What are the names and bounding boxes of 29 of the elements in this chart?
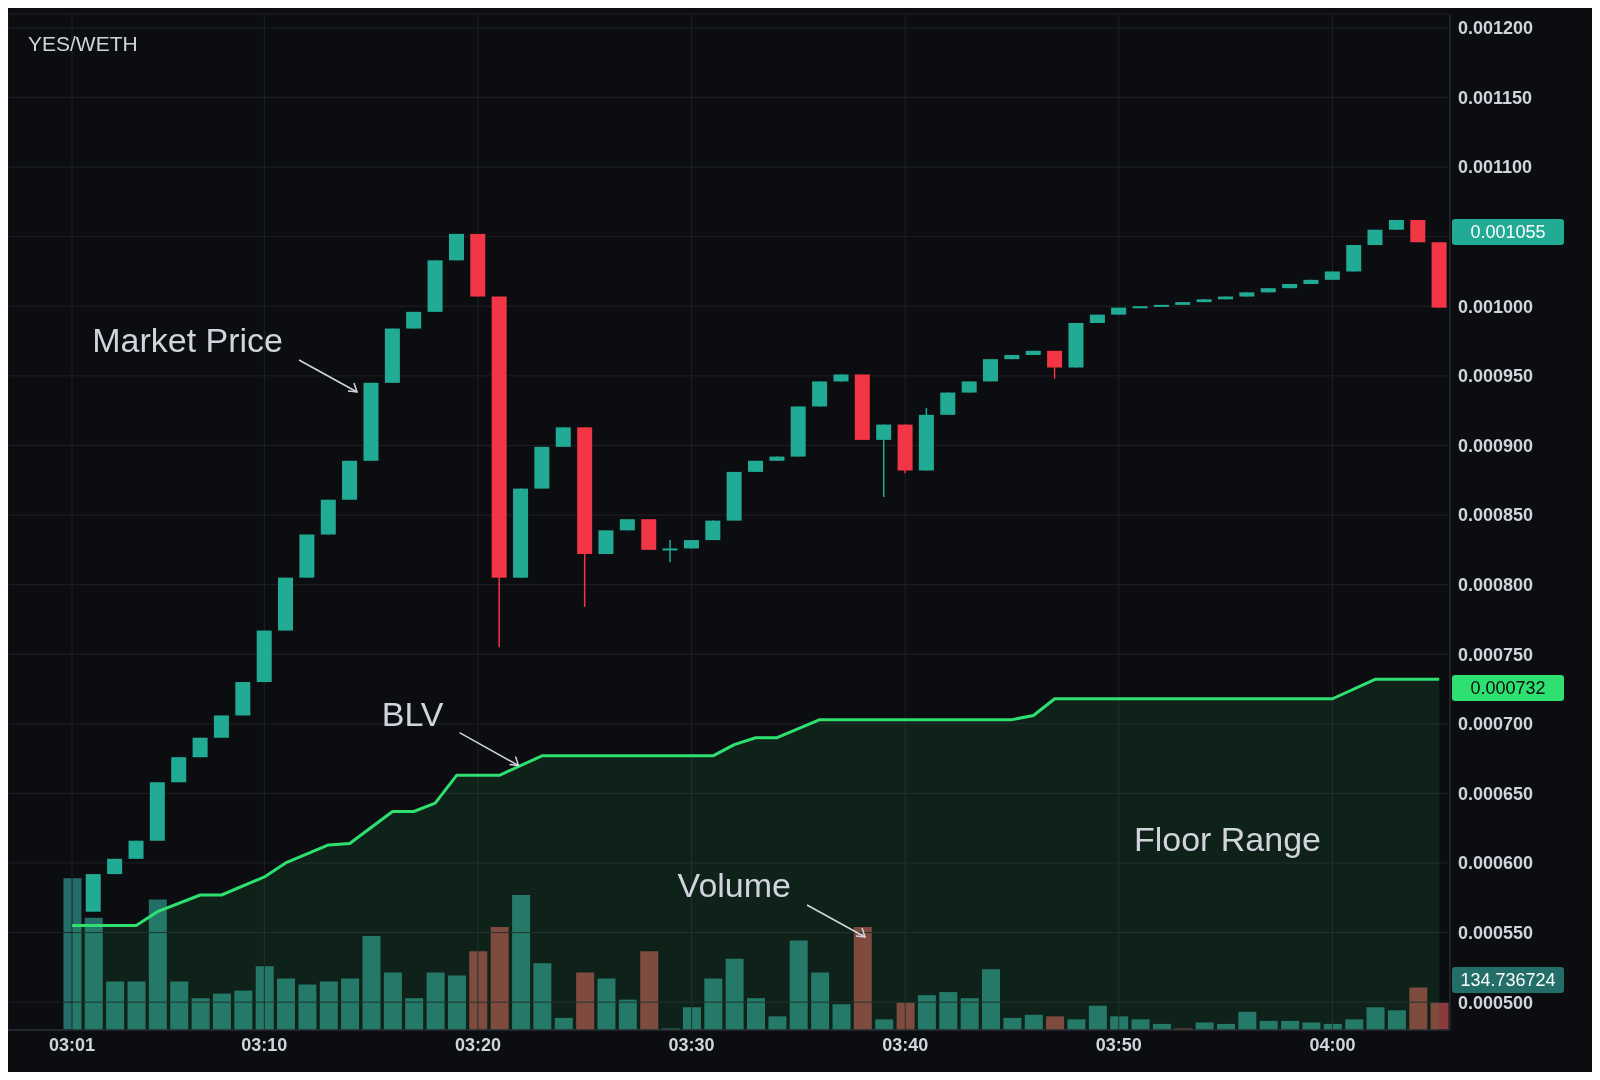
y-tick-label: 0.000700 [1458,714,1534,735]
annotation: Market Price [92,321,283,360]
x-tick-label: 03:30 [668,1034,715,1055]
y-tick-label: 0.000850 [1458,505,1534,526]
y-tick-label: 0.001100 [1458,157,1533,178]
x-tick-label: 03:50 [1095,1034,1142,1055]
text: 134.736724 [1452,967,1564,993]
y-tick-label: 0.000550 [1458,922,1534,943]
y-tick-label: 0.001200 [1458,18,1534,39]
y-tick-label: 0.000600 [1458,853,1534,874]
text: YES/WETH [28,32,138,56]
x-tick-label: 03:40 [882,1034,929,1055]
series-label: Floor Range [1133,819,1322,858]
x-tick-label: 04:00 [1309,1034,1356,1055]
y-tick-label: 0.000500 [1458,992,1534,1013]
y-tick-label: 0.000800 [1458,575,1534,596]
annotation: BLV [381,694,444,733]
x-tick-label: 03:10 [241,1034,288,1055]
annotation: Volume [677,866,791,905]
y-tick-label: 0.000950 [1458,366,1534,387]
text: 0.000732 [1452,675,1564,701]
y-tick-label: 0.001000 [1458,296,1534,317]
y-tick-label: 0.000650 [1458,783,1534,804]
y-tick-label: 0.000750 [1458,644,1534,665]
text: 0.001055 [1452,219,1564,245]
y-tick-label: 0.001150 [1458,87,1533,108]
y-tick-label: 0.000900 [1458,435,1534,456]
x-tick-label: 03:20 [454,1034,501,1055]
x-tick-label: 03:01 [49,1034,96,1055]
